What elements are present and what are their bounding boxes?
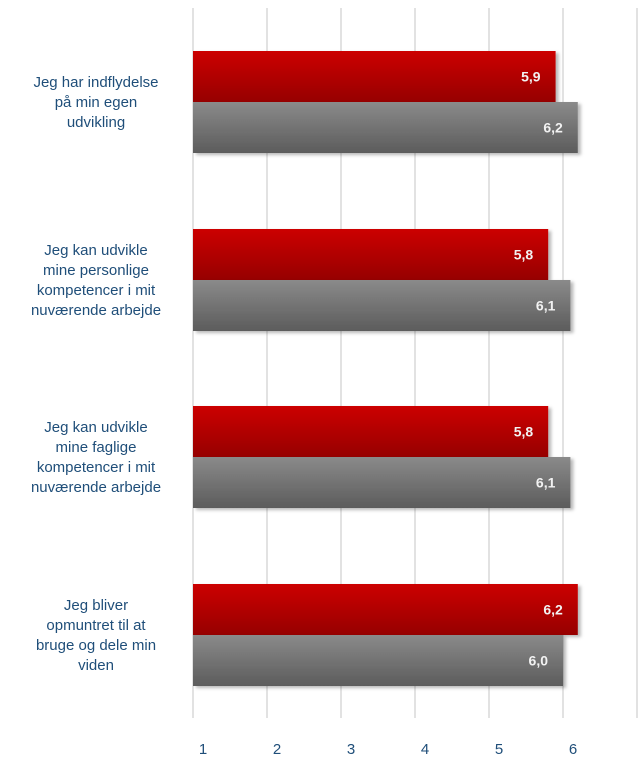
x-tick-label-4: 4	[421, 741, 429, 758]
value-label-series-1-category-1: 5,9	[521, 69, 541, 85]
bar-series-1-category-1	[193, 51, 556, 102]
bar-series-2-category-4	[193, 635, 563, 686]
x-tick-label-5: 5	[495, 741, 503, 758]
value-labels: 5,9 6,2 5,8 6,1 5,8 6,1 6,2 6,0	[514, 69, 563, 669]
category-label-2-line-4: nuværende arbejde	[31, 302, 161, 319]
x-tick-label-2: 2	[273, 741, 281, 758]
category-label-3-line-1: Jeg kan udvikle	[44, 419, 147, 436]
category-label-3-line-3: kompetencer i mit	[37, 459, 156, 476]
category-label-2: Jeg kan udvikle mine personlige kompetence…	[31, 242, 161, 319]
value-label-series-1-category-4: 6,2	[543, 602, 563, 618]
bar-series-1-category-3	[193, 406, 548, 457]
category-label-1-line-2: på min egen	[55, 94, 138, 111]
category-label-2-line-1: Jeg kan udvikle	[44, 242, 147, 259]
bars	[193, 51, 578, 686]
category-label-4: Jeg bliver opmuntret til at bruge og dele …	[36, 597, 156, 674]
category-label-4-line-1: Jeg bliver	[64, 597, 128, 614]
category-label-3-line-4: nuværende arbejde	[31, 479, 161, 496]
value-label-series-2-category-3: 6,1	[536, 475, 556, 491]
category-label-3-line-2: mine faglige	[56, 439, 137, 456]
value-label-series-2-category-4: 6,0	[529, 653, 549, 669]
value-label-series-2-category-1: 6,2	[543, 120, 563, 136]
value-label-series-1-category-3: 5,8	[514, 424, 534, 440]
category-label-3: Jeg kan udvikle mine faglige kompetencer i…	[31, 419, 161, 496]
category-label-4-line-2: opmuntret til at	[46, 617, 146, 634]
bar-series-1-category-4	[193, 584, 578, 635]
category-label-4-line-3: bruge og dele min	[36, 637, 156, 654]
category-label-4-line-4: viden	[78, 657, 114, 674]
x-tick-label-1: 1	[199, 741, 207, 758]
category-label-1: Jeg har indflydelse på min egen udvikling	[33, 74, 158, 131]
bar-series-2-category-1	[193, 102, 578, 153]
category-label-2-line-2: mine personlige	[43, 262, 149, 279]
bar-series-2-category-3	[193, 457, 570, 508]
x-tick-label-3: 3	[347, 741, 355, 758]
x-axis-tick-labels: 1234567	[199, 741, 643, 758]
bar-series-2-category-2	[193, 280, 570, 331]
category-label-1-line-1: Jeg har indflydelse	[33, 74, 158, 91]
bar-series-1-category-2	[193, 229, 548, 280]
value-label-series-1-category-2: 5,8	[514, 247, 534, 263]
category-label-1-line-3: udvikling	[67, 114, 125, 131]
value-label-series-2-category-2: 6,1	[536, 298, 556, 314]
x-tick-label-6: 6	[569, 741, 577, 758]
category-label-2-line-3: kompetencer i mit	[37, 282, 156, 299]
